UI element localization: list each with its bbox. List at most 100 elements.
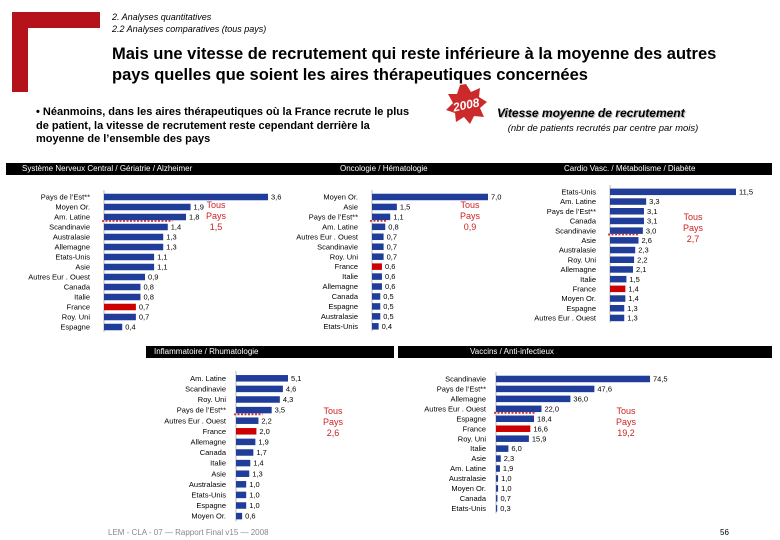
category-label: Etats-Unis	[323, 322, 358, 331]
bar	[236, 375, 288, 382]
bar	[236, 470, 250, 477]
bar	[610, 314, 625, 322]
value-label: 0,5	[383, 312, 393, 321]
value-label: 4,3	[283, 395, 293, 404]
category-label: Australasie	[559, 246, 596, 255]
company-logo	[12, 12, 100, 92]
value-label: 0,5	[383, 292, 393, 301]
footer-text: LEM - CLA - 07 — Rapport Final v15 — 200…	[108, 528, 269, 537]
value-label: 1,9	[194, 203, 204, 212]
category-label: France	[573, 284, 596, 293]
category-label: Italie	[470, 444, 486, 453]
value-label: 47,6	[597, 385, 612, 394]
value-label: 1,0	[249, 480, 259, 489]
category-label: Pays de l’Est**	[177, 406, 226, 415]
bar	[610, 217, 644, 225]
category-label: Roy. Uni	[62, 313, 91, 322]
category-label: Etats-Unis	[55, 253, 90, 262]
category-label: Am. Latine	[322, 222, 358, 231]
year-badge: 2008	[446, 84, 487, 124]
average-label: Tous	[460, 200, 480, 210]
bar	[496, 475, 499, 482]
value-label: 2,2	[261, 416, 271, 425]
value-label: 4,6	[286, 385, 296, 394]
bar	[610, 275, 627, 283]
category-label: Italie	[74, 293, 90, 302]
bar	[236, 449, 254, 456]
chart-1: Moyen Or. 7,0 Asie 1,5 Pays de l’Est** 1,1 Am.…	[296, 190, 501, 332]
category-label: Scandinavie	[445, 375, 486, 384]
value-label: 1,1	[157, 263, 167, 272]
value-label: 6,0	[511, 444, 521, 453]
category-label: Australasie	[449, 474, 486, 483]
bar	[372, 323, 379, 330]
category-label: Am. Latine	[190, 374, 226, 383]
value-label: 1,0	[249, 501, 259, 510]
category-label: Am. Latine	[54, 213, 90, 222]
category-label: Canada	[460, 494, 487, 503]
bar	[610, 305, 625, 312]
bar	[372, 283, 382, 290]
bar-france	[236, 428, 257, 435]
average-label: 2,6	[327, 428, 340, 438]
bar	[236, 502, 247, 509]
chart-2: Etats-Unis 11,5 Am. Latine 3,3 Pays de l’Est…	[534, 185, 753, 323]
bar	[372, 193, 488, 201]
value-label: 0,8	[143, 293, 153, 302]
bar	[496, 465, 500, 472]
value-label: 3,5	[275, 406, 285, 415]
category-label: Am. Latine	[450, 464, 486, 473]
bar	[104, 263, 155, 271]
value-label: 1,5	[400, 203, 410, 212]
bar	[236, 417, 259, 424]
value-label: 1,4	[628, 284, 638, 293]
value-label: 74,5	[653, 375, 668, 384]
breadcrumb-subsection: 2.2 Analyses comparatives (tous pays)	[112, 24, 267, 34]
category-label: Asie	[581, 236, 596, 245]
panel-title-vaccins: Vaccins / Anti-infectieux	[470, 347, 554, 356]
bar	[496, 435, 529, 442]
average-label: Pays	[323, 417, 344, 427]
value-label: 0,6	[385, 272, 395, 281]
value-label: 2,1	[636, 265, 646, 274]
category-label: Autres Eur . Ouest	[296, 232, 359, 241]
bar	[236, 396, 280, 403]
value-label: 1,4	[628, 294, 638, 303]
value-label: 1,4	[253, 459, 263, 468]
value-label: 0,4	[125, 323, 135, 332]
category-label: Etats-Unis	[561, 187, 596, 196]
bar	[496, 375, 650, 383]
bar	[610, 227, 643, 234]
value-label: 1,3	[166, 233, 176, 242]
bar	[104, 253, 155, 261]
bar	[236, 491, 247, 499]
bar	[496, 505, 498, 512]
category-label: Scandinavie	[317, 242, 358, 251]
chart-4: Scandinavie 74,5 Pays de l’Est** 47,6 Allema…	[424, 372, 668, 514]
category-label: Autres Eur . Ouest	[424, 404, 487, 413]
category-label: Etats-Unis	[451, 504, 486, 513]
value-label: 1,9	[258, 438, 268, 447]
value-label: 2,3	[504, 454, 514, 463]
category-label: France	[335, 262, 358, 271]
category-label: Pays de l’Est**	[309, 212, 358, 221]
bar	[372, 293, 381, 300]
panel-title-inflam: Inflammatoire / Rhumatologie	[154, 347, 259, 356]
average-label: 19,2	[617, 428, 635, 438]
value-label: 1,1	[157, 253, 167, 262]
category-label: Pays de l’Est**	[41, 193, 90, 202]
value-label: 0,5	[383, 302, 393, 311]
category-label: Moyen Or.	[561, 294, 596, 303]
bar	[372, 223, 386, 231]
bar	[104, 213, 186, 221]
bar	[372, 273, 382, 280]
bar	[236, 406, 272, 414]
value-label: 1,7	[256, 448, 266, 457]
category-label: Asie	[75, 263, 90, 272]
value-label: 7,0	[491, 193, 501, 202]
value-label: 0,7	[387, 252, 397, 261]
category-label: Autres Eur . Ouest	[164, 416, 227, 425]
category-label: Roy. Uni	[198, 395, 227, 404]
value-label: 0,8	[143, 283, 153, 292]
